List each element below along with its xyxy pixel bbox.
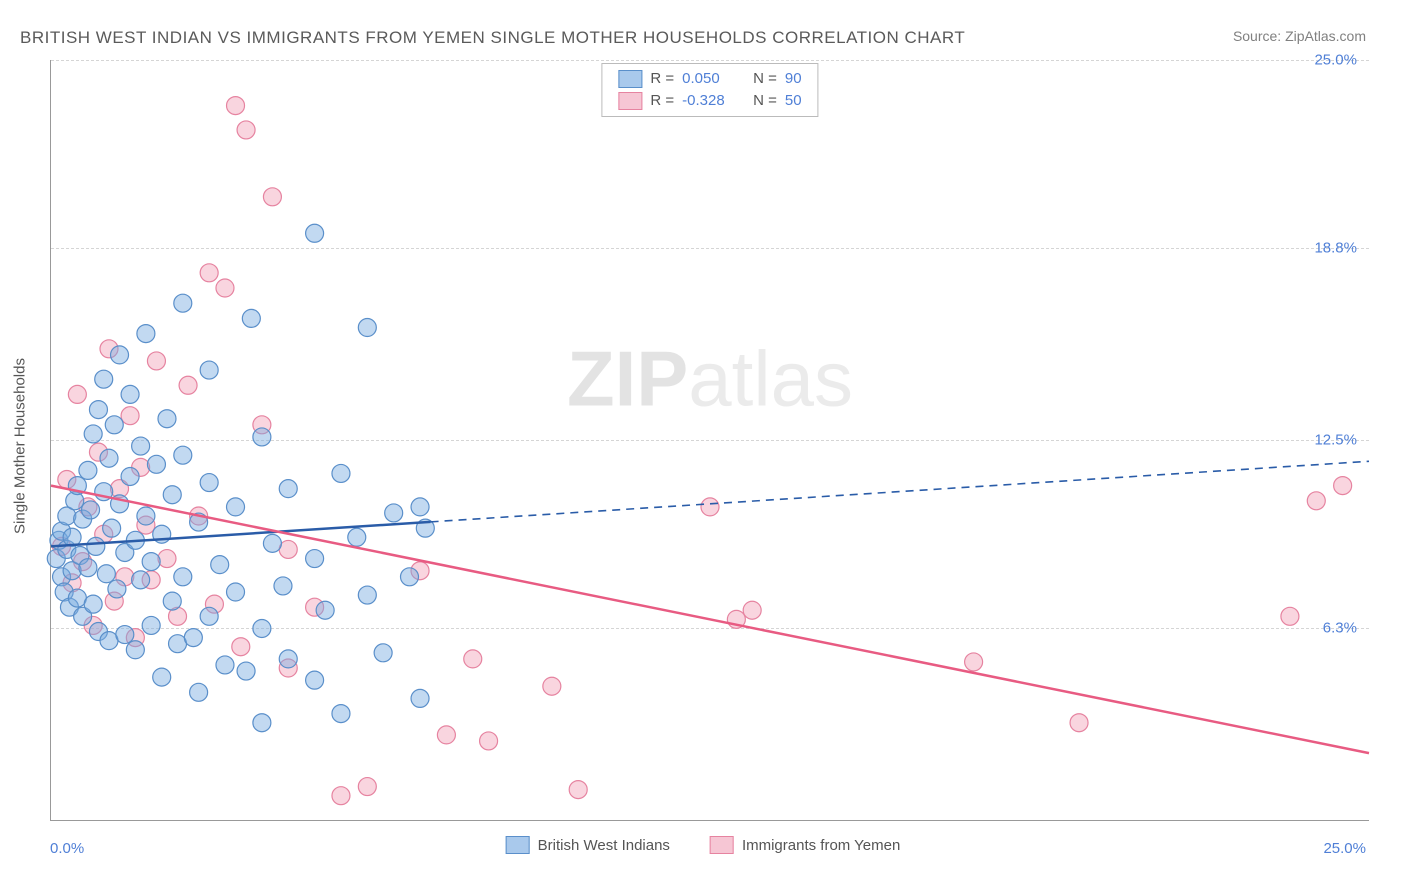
r-value-2: -0.328 bbox=[682, 90, 737, 112]
source-label: Source: ZipAtlas.com bbox=[1233, 28, 1366, 44]
legend-item-2: Immigrants from Yemen bbox=[710, 836, 900, 854]
chart-container: BRITISH WEST INDIAN VS IMMIGRANTS FROM Y… bbox=[0, 0, 1406, 892]
y-tick-label: 12.5% bbox=[1314, 432, 1357, 449]
legend-row-2: R = -0.328 N = 50 bbox=[618, 90, 801, 112]
y-tick-label: 25.0% bbox=[1314, 52, 1357, 69]
y-axis-label: Single Mother Households bbox=[12, 358, 29, 534]
swatch-series-1 bbox=[618, 70, 642, 88]
x-tick-min: 0.0% bbox=[50, 840, 84, 857]
swatch-bottom-1 bbox=[506, 836, 530, 854]
n-label-1: N = bbox=[753, 68, 777, 90]
n-value-1: 90 bbox=[785, 68, 802, 90]
plot-area: ZIPatlas R = 0.050 N = 90 R = -0.328 N =… bbox=[50, 60, 1369, 821]
swatch-series-2 bbox=[618, 92, 642, 110]
x-tick-max: 25.0% bbox=[1323, 840, 1366, 857]
swatch-bottom-2 bbox=[710, 836, 734, 854]
r-label-1: R = bbox=[650, 68, 674, 90]
scatter-svg bbox=[51, 60, 1369, 820]
r-value-1: 0.050 bbox=[682, 68, 737, 90]
r-label-2: R = bbox=[650, 90, 674, 112]
n-label-2: N = bbox=[753, 90, 777, 112]
y-tick-label: 18.8% bbox=[1314, 240, 1357, 257]
chart-title: BRITISH WEST INDIAN VS IMMIGRANTS FROM Y… bbox=[20, 28, 965, 48]
legend-item-1: British West Indians bbox=[506, 836, 670, 854]
legend-label-2: Immigrants from Yemen bbox=[742, 837, 900, 854]
legend-label-1: British West Indians bbox=[538, 837, 670, 854]
n-value-2: 50 bbox=[785, 90, 802, 112]
legend-correlation: R = 0.050 N = 90 R = -0.328 N = 50 bbox=[601, 63, 818, 117]
y-tick-label: 6.3% bbox=[1323, 620, 1357, 637]
legend-bottom: British West Indians Immigrants from Yem… bbox=[506, 836, 901, 854]
legend-row-1: R = 0.050 N = 90 bbox=[618, 68, 801, 90]
